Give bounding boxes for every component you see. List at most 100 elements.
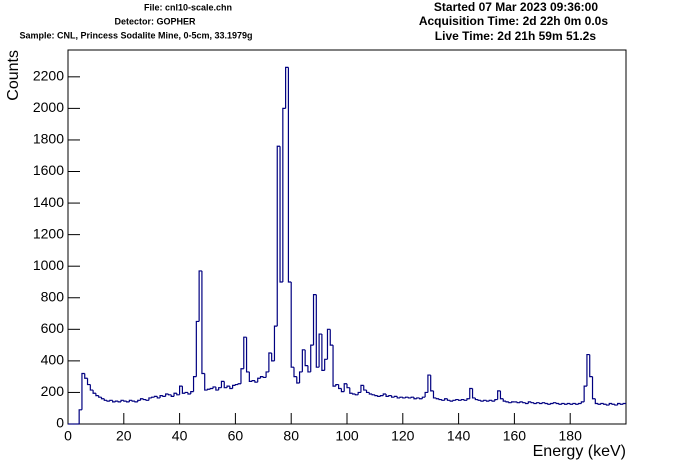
histogram-bin (145, 399, 149, 401)
y-tick-label: 1600 (33, 162, 64, 178)
histogram-bin (432, 390, 437, 399)
histogram-bin (449, 400, 454, 402)
histogram-bin (271, 352, 275, 362)
histogram-bin (338, 384, 342, 390)
histogram-bin (544, 402, 548, 405)
y-tick-label: 200 (41, 383, 65, 399)
histogram-bin (452, 399, 456, 402)
histogram-bin (536, 402, 540, 404)
histogram-bin (335, 383, 339, 387)
histogram-bin (413, 397, 417, 400)
y-tick-label: 800 (41, 288, 65, 304)
histogram-bin (399, 396, 403, 398)
histogram-bin (326, 328, 331, 360)
histogram-bin (340, 388, 345, 393)
histogram-bin (151, 396, 155, 398)
histogram-bin (430, 375, 434, 392)
histogram-bin (519, 401, 523, 403)
histogram-bin (318, 333, 322, 368)
y-tick-label: 2000 (33, 99, 64, 115)
x-tick-label: 20 (116, 428, 132, 444)
histogram-bin (391, 395, 395, 398)
x-tick-label: 120 (391, 428, 415, 444)
histogram-bin (572, 402, 576, 405)
histogram-bin (293, 367, 297, 378)
histogram-bin (555, 402, 560, 405)
histogram-bin (78, 409, 82, 424)
histogram-bin (98, 395, 102, 398)
histogram-bin (591, 376, 596, 400)
header-detector: Detector: GOPHER (114, 16, 196, 26)
histogram-bin (237, 383, 241, 385)
histogram-bin (586, 353, 590, 387)
histogram-bin (589, 354, 593, 378)
y-tick-label: 400 (41, 352, 65, 368)
x-tick-label: 80 (283, 428, 299, 444)
histogram-bin (569, 403, 573, 405)
histogram-bin (245, 337, 250, 373)
histogram-bin (351, 393, 356, 395)
histogram-bin (349, 387, 353, 394)
histogram-bin (243, 336, 247, 369)
x-tick-label: 100 (335, 428, 359, 444)
histogram-bin (558, 403, 562, 405)
x-axis-label: Energy (keV) (533, 443, 626, 460)
histogram-bin (215, 386, 219, 391)
histogram-bin (357, 391, 361, 395)
histogram-bin (458, 399, 462, 401)
y-tick-label: 0 (56, 415, 64, 431)
histogram-bin (533, 402, 537, 405)
histogram-bin (120, 399, 124, 402)
histogram-bin (480, 400, 484, 402)
histogram-bin (89, 384, 94, 391)
histogram-bin (583, 385, 587, 402)
histogram-bin (619, 403, 624, 405)
histogram-bin (371, 394, 375, 396)
histogram-bin (142, 398, 147, 401)
histogram-bin (410, 396, 414, 398)
histogram-bin (611, 403, 615, 405)
histogram-bin (427, 374, 431, 393)
histogram-bin (167, 394, 172, 396)
histogram-bin (192, 376, 197, 392)
histogram-bin (594, 398, 599, 405)
histogram-bin (502, 398, 507, 402)
histogram-bin (321, 334, 325, 371)
histogram-bin (393, 395, 398, 398)
histogram-bin (424, 391, 428, 398)
histogram-bin (402, 397, 406, 399)
histogram-bin (463, 399, 467, 401)
histogram-bin (106, 400, 110, 402)
histogram-bin (279, 146, 283, 283)
histogram-bin (226, 385, 230, 388)
histogram-bin (471, 388, 476, 399)
histogram-bin (444, 398, 448, 401)
histogram-bin (298, 371, 303, 383)
header-acquisition: Acquisition Time: 2d 22h 0m 0.0s (419, 14, 608, 28)
histogram-bin (84, 373, 88, 379)
histogram-bin (296, 376, 300, 384)
histogram-bin (112, 400, 116, 403)
histogram-bin (95, 393, 99, 397)
histogram-bin (125, 401, 130, 403)
histogram-bin (608, 402, 613, 406)
histogram-bin (354, 394, 359, 396)
histogram-bin (382, 393, 387, 396)
histogram-bin (614, 404, 618, 406)
histogram-bin (485, 400, 490, 402)
histogram-bin (538, 402, 543, 405)
histogram-bin (441, 399, 445, 401)
histogram-bin (343, 383, 347, 392)
histogram-bin (497, 390, 501, 400)
histogram-bin (234, 383, 239, 386)
header-file: File: cnl10-scale.chn (144, 2, 232, 12)
histogram-bin (218, 387, 222, 391)
histogram-bin (622, 402, 626, 405)
histogram-bin (346, 383, 350, 389)
y-tick-label: 600 (41, 320, 65, 336)
y-tick-label: 1400 (33, 194, 64, 210)
histogram-bin (156, 396, 161, 399)
histogram-bin (201, 270, 205, 375)
histogram-bin (254, 380, 258, 383)
histogram-bin (251, 380, 255, 382)
